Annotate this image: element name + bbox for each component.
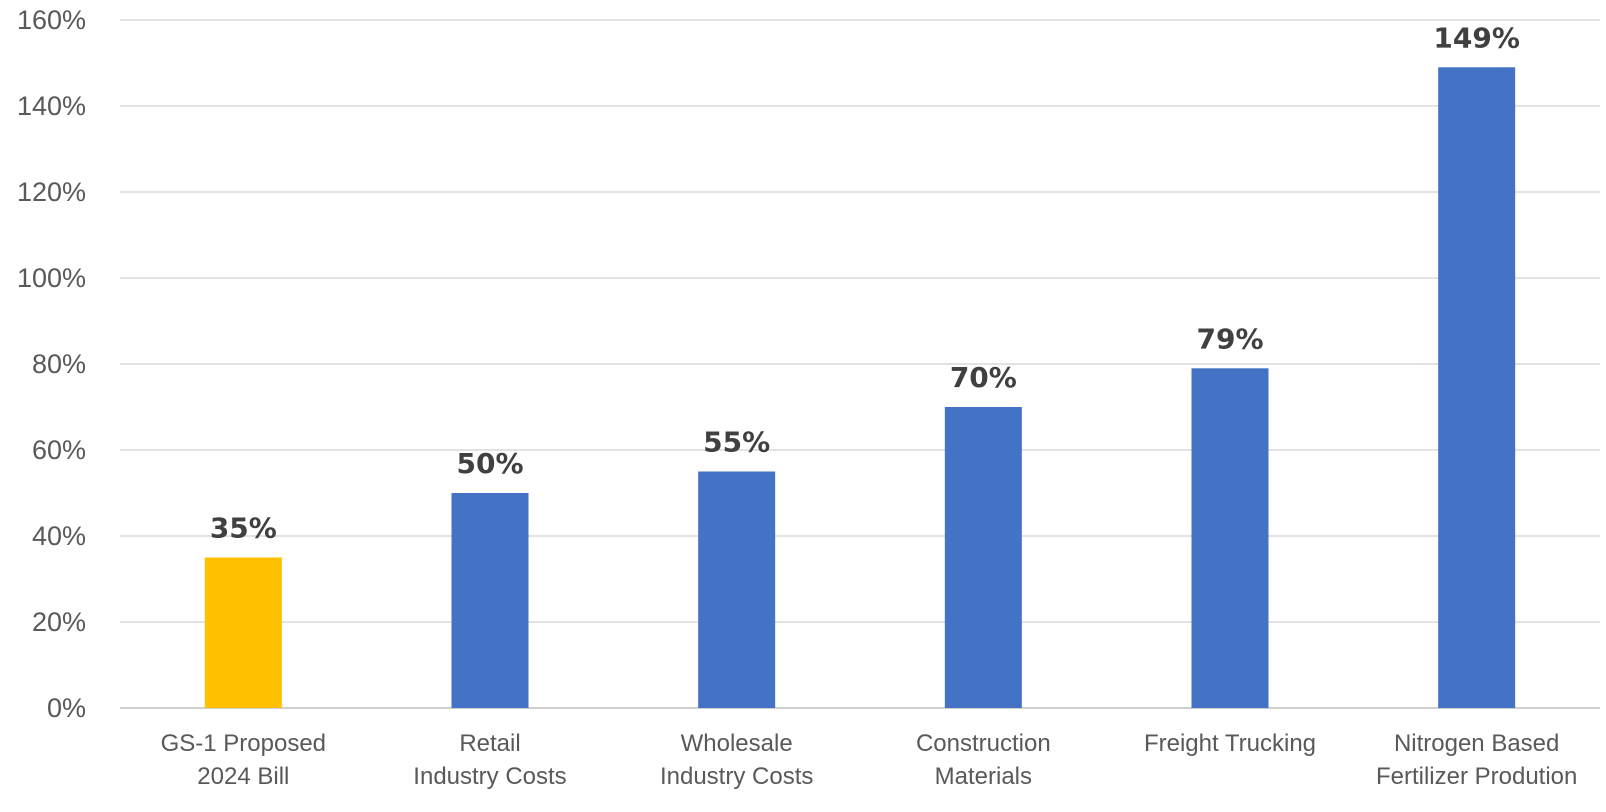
x-tick-label: Industry Costs: [660, 763, 813, 790]
x-tick-label: Construction: [916, 730, 1051, 757]
y-tick-label: 40%: [32, 521, 86, 551]
bar: [204, 557, 282, 708]
x-tick-label: Materials: [935, 763, 1032, 790]
x-tick-label: 2024 Bill: [197, 763, 289, 790]
x-tick-label: Industry Costs: [413, 763, 566, 790]
gridlines: [120, 19, 1600, 709]
bar: [451, 493, 529, 708]
x-tick-label: Wholesale: [681, 730, 793, 757]
data-label: 35%: [210, 512, 277, 545]
y-tick-label: 120%: [17, 177, 86, 207]
y-tick-label: 100%: [17, 263, 86, 293]
x-tick-label: Retail: [459, 730, 520, 757]
y-tick-label: 20%: [32, 607, 86, 637]
bar: [1438, 67, 1516, 709]
y-tick-label: 0%: [47, 693, 86, 723]
y-tick-label: 140%: [17, 91, 86, 121]
data-label: 79%: [1196, 322, 1263, 355]
bar: [698, 471, 776, 708]
data-label: 149%: [1433, 21, 1520, 54]
bar: [944, 407, 1022, 708]
x-tick-label: Freight Trucking: [1144, 730, 1316, 757]
x-tick-label: Nitrogen Based: [1394, 730, 1559, 757]
data-labels: 35% 50% 55% 70% 79% 149%: [210, 21, 1520, 544]
y-tick-label: 160%: [17, 5, 86, 35]
y-axis-tick-labels: 0% 20% 40% 60% 80% 100% 120% 140% 160%: [17, 5, 86, 723]
bars: [204, 67, 1516, 709]
y-tick-label: 60%: [32, 435, 86, 465]
x-axis-category-labels: GS-1 Proposed 2024 Bill Retail Industry Cos…: [161, 730, 1578, 790]
x-tick-label: GS-1 Proposed: [161, 730, 326, 757]
data-label: 70%: [950, 361, 1017, 394]
bar: [1191, 368, 1269, 708]
x-tick-label: Fertilizer Prodution: [1376, 763, 1577, 790]
data-label: 50%: [456, 447, 523, 480]
y-tick-label: 80%: [32, 349, 86, 379]
data-label: 55%: [703, 426, 770, 459]
